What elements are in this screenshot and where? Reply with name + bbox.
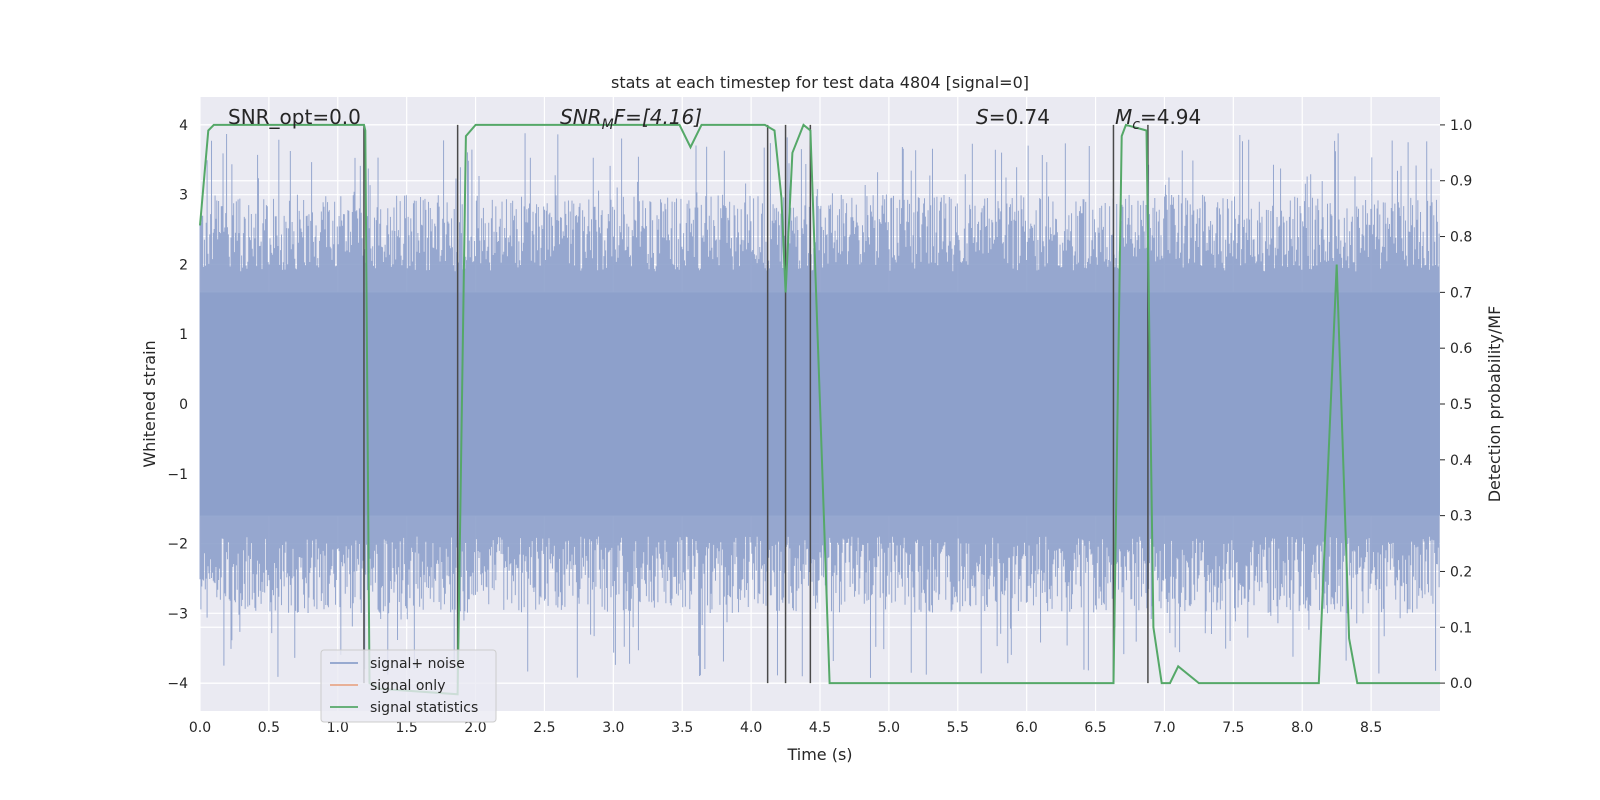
x-tick-label: 6.5 [1084, 720, 1106, 736]
y-right-tick-labels: 1.0 0.9 0.8 0.7 0.6 0.5 0.4 0.3 0.2 0.1 0.0 [1440, 118, 1472, 692]
x-tick-label: 1.0 [327, 720, 349, 736]
y-right-tick-label: 0.5 [1450, 397, 1472, 413]
x-tick-label: 8.0 [1291, 720, 1313, 736]
y-left-tick-label: 0 [179, 397, 188, 413]
chart-title: stats at each timestep for test data 480… [611, 73, 1029, 92]
x-tick-label: 7.5 [1222, 720, 1244, 736]
y-axis-label-left: Whitened strain [140, 340, 159, 467]
y-left-tick-label: −2 [167, 537, 188, 553]
y-right-tick-label: 1.0 [1450, 118, 1472, 134]
annotation-snr-opt: SNR_opt=0.0 [228, 105, 361, 129]
x-tick-label: 2.5 [533, 720, 555, 736]
y-right-tick-label: 0.7 [1450, 285, 1472, 301]
y-left-tick-label: 2 [179, 257, 188, 273]
annotation-snr-mf: SNRMF=[4.16] [560, 105, 702, 133]
y-left-tick-label: −4 [167, 676, 188, 692]
y-left-tick-labels: 4 3 2 1 0 −1 −2 −3 −4 [167, 118, 188, 692]
x-tick-label: 4.5 [809, 720, 831, 736]
x-tick-label: 0.0 [189, 720, 211, 736]
y-left-tick-label: 3 [179, 188, 188, 204]
x-tick-labels: 0.0 0.5 1.0 1.5 2.0 2.5 3.0 3.5 4.0 4.5 5.0 5.5 6.0 6… [189, 720, 1382, 736]
y-left-tick-label: 1 [179, 327, 188, 343]
legend: signal+ noise signal only signal statist… [320, 649, 497, 723]
x-tick-label: 3.0 [602, 720, 624, 736]
legend-label-signal: signal only [370, 678, 445, 694]
x-tick-label: 3.5 [671, 720, 693, 736]
legend-label-noise: signal+ noise [370, 656, 465, 672]
legend-box [320, 649, 497, 723]
x-axis-label: Time (s) [786, 745, 852, 764]
y-left-tick-label: −3 [167, 606, 188, 622]
x-tick-label: 6.0 [1016, 720, 1038, 736]
x-tick-label: 4.0 [740, 720, 762, 736]
x-tick-label: 7.0 [1153, 720, 1175, 736]
x-tick-label: 2.0 [464, 720, 486, 736]
y-right-tick-label: 0.4 [1450, 453, 1472, 469]
y-right-tick-label: 0.6 [1450, 341, 1472, 357]
legend-label-statistics: signal statistics [370, 700, 478, 716]
y-right-tick-label: 0.8 [1450, 230, 1472, 246]
y-right-tick-label: 0.3 [1450, 509, 1472, 525]
y-right-tick-label: 0.2 [1450, 564, 1472, 580]
vertical-markers [363, 124, 1149, 684]
x-tick-label: 8.5 [1360, 720, 1382, 736]
y-left-tick-label: −1 [167, 467, 188, 483]
x-tick-label: 0.5 [258, 720, 280, 736]
x-tick-label: 1.5 [396, 720, 418, 736]
x-tick-label: 5.0 [878, 720, 900, 736]
x-tick-label: 5.5 [947, 720, 969, 736]
y-right-tick-label: 0.1 [1450, 620, 1472, 636]
noise-trace [199, 133, 1440, 678]
y-right-tick-label: 0.0 [1450, 676, 1472, 692]
y-right-tick-label: 0.9 [1450, 174, 1472, 190]
annotation-s: S=0.74 [976, 105, 1050, 129]
y-axis-label-right: Detection probability/MF [1485, 306, 1504, 503]
y-left-tick-label: 4 [179, 118, 188, 134]
annotation-mc: Mc=4.94 [1115, 105, 1201, 133]
